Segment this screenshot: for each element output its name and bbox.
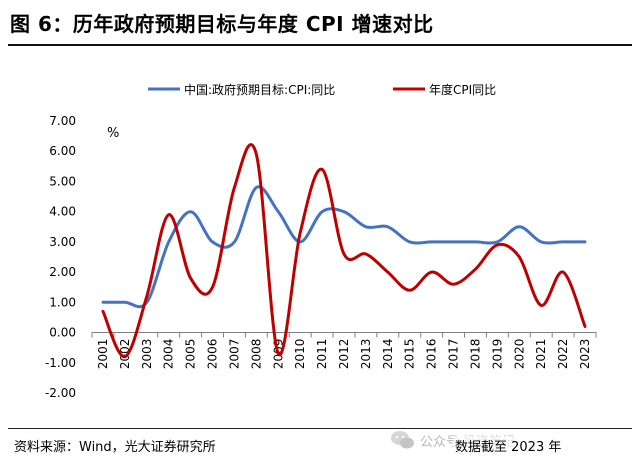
x-tick-label: 2012 [337, 339, 351, 370]
x-tick-label: 2003 [140, 339, 154, 370]
source-note: 资料来源：Wind，光大证券研究所 [14, 440, 216, 455]
x-tick-label: 2004 [162, 339, 176, 370]
x-tick-label: 2015 [403, 339, 417, 370]
date-note: 数据截至 2023 年 [453, 436, 564, 455]
legend-label-target: 中国:政府预期目标:CPI:同比 [184, 82, 335, 97]
y-tick-label: 2.00 [49, 265, 76, 279]
y-tick-label: 5.00 [49, 174, 76, 188]
series-line-cpi [101, 143, 587, 359]
figure-title: 图 6：历年政府预期目标与年度 CPI 增速对比 [10, 12, 434, 36]
x-tick-label: 2020 [512, 339, 526, 370]
x-tick-label: 2017 [447, 339, 461, 370]
x-tick-label: 2014 [381, 339, 395, 370]
y-tick-label: 6.00 [49, 144, 76, 158]
series-line-target [101, 185, 587, 309]
x-tick-label: 2022 [556, 339, 570, 370]
title-rule [8, 44, 632, 46]
footer-rule [8, 428, 632, 429]
x-tick-label: 2023 [578, 339, 592, 370]
x-tick-label: 2005 [184, 339, 198, 370]
legend-label-cpi: 年度CPI同比 [429, 82, 496, 97]
chart-legend: 中国:政府预期目标:CPI:同比 年度CPI同比 [148, 82, 496, 97]
x-tick-label: 2018 [468, 339, 482, 370]
x-tick-label: 2011 [315, 339, 329, 370]
x-tick-label: 2007 [227, 339, 241, 370]
y-tick-label: -1.00 [45, 356, 76, 370]
x-tick-label: 2006 [206, 339, 220, 370]
x-tick-label: 2021 [534, 339, 548, 370]
y-tick-label: 1.00 [49, 295, 76, 309]
x-tick-label: 2019 [490, 339, 504, 370]
x-tick-label: 2001 [96, 339, 110, 370]
y-axis: -2.00 -1.00 0.00 1.00 2.00 3.00 4.00 5.00 6.00 7.… [45, 114, 76, 400]
x-axis: 2001 2002 2003 2004 2005 2006 2007 2008 2009 2010… [91, 332, 597, 370]
x-tick-label: 2013 [359, 339, 373, 370]
wechat-icon [391, 431, 414, 449]
x-tick-label: 2016 [425, 339, 439, 370]
y-tick-label: 3.00 [49, 235, 76, 249]
x-tick-label: 2008 [249, 339, 263, 370]
x-tick-label: 2010 [293, 339, 307, 370]
line-chart: 中国:政府预期目标:CPI:同比 年度CPI同比 % -2.00 -1.00 0.0… [45, 82, 597, 400]
y-tick-label: 7.00 [49, 114, 76, 128]
y-tick-label: 4.00 [49, 205, 76, 219]
x-tick-label: 2002 [118, 339, 132, 370]
series-layer [101, 143, 587, 359]
y-tick-label: -2.00 [45, 386, 76, 400]
y-tick-label: 0.00 [49, 326, 76, 340]
unit-label: % [107, 126, 119, 141]
